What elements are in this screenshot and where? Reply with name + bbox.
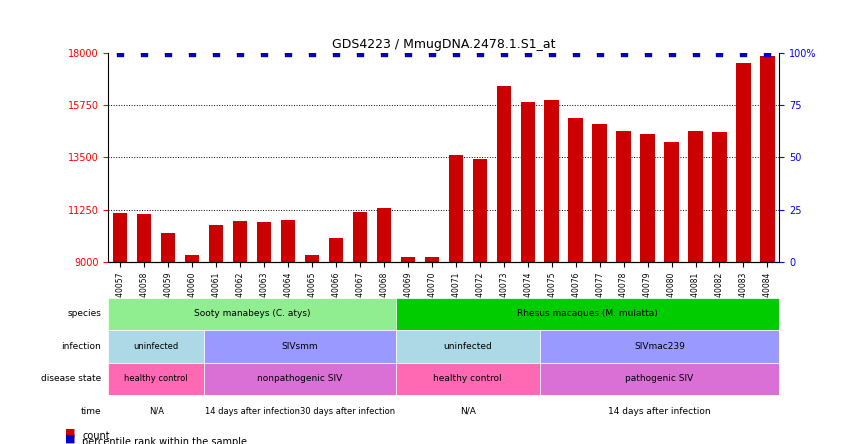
FancyBboxPatch shape bbox=[108, 330, 204, 363]
Point bbox=[233, 50, 247, 57]
Text: uninfected: uninfected bbox=[443, 342, 492, 351]
Point bbox=[713, 50, 727, 57]
Point bbox=[161, 50, 175, 57]
Text: Rhesus macaques (M. mulatta): Rhesus macaques (M. mulatta) bbox=[517, 309, 658, 318]
Point bbox=[520, 50, 534, 57]
Point bbox=[113, 50, 127, 57]
Text: N/A: N/A bbox=[460, 407, 475, 416]
Point bbox=[592, 50, 606, 57]
Text: N/A: N/A bbox=[149, 407, 164, 416]
Text: ■: ■ bbox=[65, 434, 75, 444]
Point bbox=[138, 50, 152, 57]
Bar bbox=[257, 222, 271, 262]
Bar bbox=[545, 99, 559, 262]
Bar bbox=[185, 255, 199, 262]
Bar bbox=[640, 134, 655, 262]
Point bbox=[688, 50, 702, 57]
Bar bbox=[233, 221, 248, 262]
Point bbox=[569, 50, 583, 57]
Bar bbox=[137, 214, 152, 262]
FancyBboxPatch shape bbox=[540, 363, 779, 395]
Text: species: species bbox=[68, 309, 101, 318]
Bar bbox=[592, 124, 607, 262]
FancyBboxPatch shape bbox=[396, 395, 540, 428]
Text: infection: infection bbox=[61, 342, 101, 351]
Text: SIVmac239: SIVmac239 bbox=[634, 342, 685, 351]
Bar bbox=[473, 159, 487, 262]
Bar bbox=[401, 257, 415, 262]
Text: healthy control: healthy control bbox=[434, 374, 502, 383]
Title: GDS4223 / MmugDNA.2478.1.S1_at: GDS4223 / MmugDNA.2478.1.S1_at bbox=[332, 38, 556, 51]
Text: time: time bbox=[81, 407, 101, 416]
Text: SIVsmm: SIVsmm bbox=[281, 342, 319, 351]
Bar bbox=[520, 102, 535, 262]
Text: pathogenic SIV: pathogenic SIV bbox=[625, 374, 694, 383]
Point bbox=[257, 50, 271, 57]
Bar bbox=[617, 131, 630, 262]
Point bbox=[305, 50, 319, 57]
FancyBboxPatch shape bbox=[108, 297, 396, 330]
Point bbox=[760, 50, 774, 57]
FancyBboxPatch shape bbox=[396, 363, 540, 395]
Text: Sooty manabeys (C. atys): Sooty manabeys (C. atys) bbox=[194, 309, 310, 318]
Point bbox=[401, 50, 415, 57]
Bar bbox=[161, 233, 175, 262]
Point bbox=[473, 50, 487, 57]
Point bbox=[545, 50, 559, 57]
Bar bbox=[449, 155, 463, 262]
Bar bbox=[377, 208, 391, 262]
Text: healthy control: healthy control bbox=[125, 374, 188, 383]
Point bbox=[377, 50, 391, 57]
Text: disease state: disease state bbox=[41, 374, 101, 383]
Text: uninfected: uninfected bbox=[133, 342, 178, 351]
Point bbox=[185, 50, 199, 57]
Point bbox=[425, 50, 439, 57]
Point bbox=[449, 50, 462, 57]
Bar bbox=[209, 225, 223, 262]
Bar bbox=[496, 86, 511, 262]
FancyBboxPatch shape bbox=[204, 363, 396, 395]
Text: percentile rank within the sample: percentile rank within the sample bbox=[82, 437, 248, 444]
Bar bbox=[352, 212, 367, 262]
Bar bbox=[305, 255, 320, 262]
Text: ■: ■ bbox=[65, 428, 75, 438]
Bar bbox=[568, 118, 583, 262]
Bar bbox=[760, 56, 774, 262]
Bar bbox=[113, 213, 127, 262]
Point bbox=[736, 50, 750, 57]
Text: 14 days after infection: 14 days after infection bbox=[204, 407, 300, 416]
Point bbox=[210, 50, 223, 57]
FancyBboxPatch shape bbox=[108, 363, 204, 395]
Bar bbox=[736, 63, 751, 262]
Text: count: count bbox=[82, 431, 110, 441]
Text: 30 days after infection: 30 days after infection bbox=[301, 407, 396, 416]
FancyBboxPatch shape bbox=[396, 330, 540, 363]
FancyBboxPatch shape bbox=[108, 395, 204, 428]
Bar bbox=[281, 220, 295, 262]
Point bbox=[329, 50, 343, 57]
Bar bbox=[688, 131, 702, 262]
Point bbox=[353, 50, 367, 57]
Text: 14 days after infection: 14 days after infection bbox=[608, 407, 711, 416]
Point bbox=[641, 50, 655, 57]
FancyBboxPatch shape bbox=[540, 395, 779, 428]
FancyBboxPatch shape bbox=[396, 297, 779, 330]
Point bbox=[664, 50, 678, 57]
Point bbox=[617, 50, 630, 57]
Bar bbox=[329, 238, 343, 262]
FancyBboxPatch shape bbox=[204, 330, 396, 363]
FancyBboxPatch shape bbox=[300, 395, 396, 428]
Bar bbox=[424, 257, 439, 262]
Point bbox=[497, 50, 511, 57]
Point bbox=[281, 50, 295, 57]
FancyBboxPatch shape bbox=[204, 395, 300, 428]
Bar bbox=[664, 143, 679, 262]
Text: nonpathogenic SIV: nonpathogenic SIV bbox=[257, 374, 343, 383]
FancyBboxPatch shape bbox=[540, 330, 779, 363]
Bar bbox=[712, 132, 727, 262]
